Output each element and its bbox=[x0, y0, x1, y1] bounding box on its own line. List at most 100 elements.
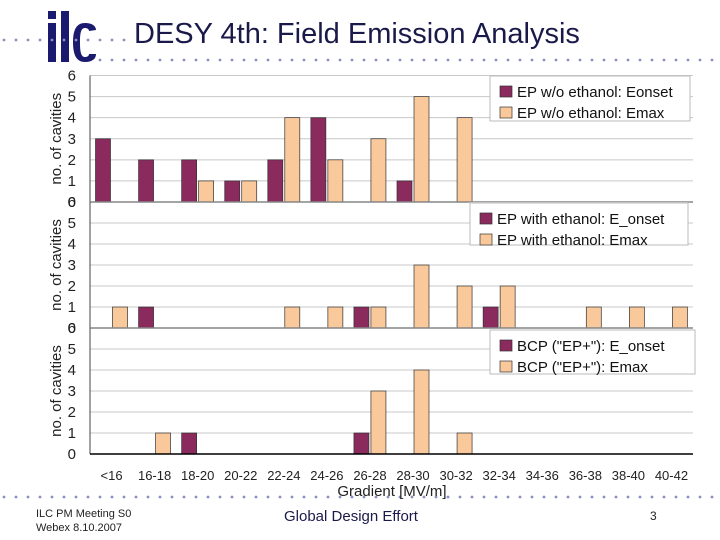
title-dot bbox=[110, 38, 114, 42]
footer-dot bbox=[254, 495, 258, 499]
title-dot bbox=[602, 58, 606, 62]
bar-max bbox=[112, 306, 128, 329]
bar-max bbox=[370, 138, 387, 203]
footer-dot bbox=[530, 495, 534, 499]
legend: EP w/o ethanol: Eonset EP w/o ethanol: Em… bbox=[489, 75, 691, 122]
x-tick-label: 40-42 bbox=[655, 468, 688, 483]
footer-dot bbox=[626, 495, 630, 499]
bar-max bbox=[413, 96, 430, 203]
footer-meeting: ILC PM Meeting S0 Webex 8.10.2007 bbox=[36, 507, 131, 535]
x-tick-label: 24-26 bbox=[310, 468, 343, 483]
title-dot bbox=[710, 58, 714, 62]
y-tick-label: 0 bbox=[68, 446, 76, 463]
footer-dot bbox=[14, 495, 18, 499]
x-tick-label: 34-36 bbox=[526, 468, 559, 483]
footer-dot bbox=[434, 495, 438, 499]
bar-max bbox=[413, 369, 430, 455]
footer-dot bbox=[566, 495, 570, 499]
title-dot bbox=[26, 38, 30, 42]
title-dot bbox=[530, 58, 534, 62]
legend-label: EP w/o ethanol: Eonset bbox=[517, 84, 673, 101]
title-dot bbox=[98, 58, 102, 62]
title-dot bbox=[542, 58, 546, 62]
title-dot bbox=[386, 58, 390, 62]
footer-dot bbox=[410, 495, 414, 499]
title-dot bbox=[578, 58, 582, 62]
footer-dot bbox=[506, 495, 510, 499]
footer-dot bbox=[494, 495, 498, 499]
title-dot bbox=[242, 58, 246, 62]
legend-swatch bbox=[479, 212, 493, 225]
y-tick-label: 5 bbox=[68, 89, 76, 106]
footer-dot bbox=[542, 495, 546, 499]
footer-dot bbox=[350, 495, 354, 499]
x-tick-label: 18-20 bbox=[181, 468, 214, 483]
y-tick-label: 4 bbox=[68, 110, 76, 127]
legend-swatch bbox=[499, 85, 513, 98]
y-axis-label: no. of cavities bbox=[48, 93, 65, 185]
bar-onset bbox=[353, 432, 370, 455]
bar-max bbox=[456, 285, 473, 329]
title-dot bbox=[506, 58, 510, 62]
footer-meeting-line1: ILC PM Meeting S0 bbox=[36, 508, 132, 520]
slide-title: DESY 4th: Field Emission Analysis bbox=[134, 18, 580, 50]
bar-onset bbox=[138, 159, 154, 203]
title-dot bbox=[230, 58, 234, 62]
legend-label: EP with ethanol: Emax bbox=[497, 232, 648, 249]
footer-dot bbox=[86, 495, 90, 499]
footer-dot bbox=[38, 495, 42, 499]
title-dot bbox=[566, 58, 570, 62]
footer-dot bbox=[482, 495, 486, 499]
footer-dot bbox=[698, 495, 702, 499]
title-dot bbox=[410, 58, 414, 62]
title-dot bbox=[182, 58, 186, 62]
bar-max bbox=[456, 117, 473, 203]
title-dot bbox=[482, 58, 486, 62]
title-dot bbox=[314, 58, 318, 62]
legend-swatch bbox=[499, 360, 513, 373]
footer-dot bbox=[710, 495, 714, 499]
y-tick-label: 6 bbox=[68, 68, 76, 85]
title-dot bbox=[206, 58, 210, 62]
title-dot bbox=[446, 58, 450, 62]
title-dot bbox=[590, 58, 594, 62]
chart-panel-3: 0 1 2 3 4 5 6no. of cavities BCP ("EP+"): E_ons… bbox=[48, 320, 696, 463]
page-number: 3 bbox=[650, 509, 657, 523]
title-dot bbox=[98, 38, 102, 42]
y-tick-label: 3 bbox=[68, 257, 76, 274]
y-axis-label: no. of cavities bbox=[48, 345, 65, 437]
footer-dot bbox=[242, 495, 246, 499]
title-dot bbox=[14, 38, 18, 42]
bar-max bbox=[585, 306, 602, 329]
legend-label: EP w/o ethanol: Emax bbox=[517, 105, 665, 122]
bar-onset bbox=[224, 180, 241, 203]
bar-max bbox=[284, 117, 301, 203]
x-tick-label: 28-30 bbox=[396, 468, 429, 483]
footer-dot bbox=[146, 495, 150, 499]
bar-max bbox=[198, 180, 214, 203]
title-dot bbox=[350, 58, 354, 62]
y-tick-label: 0 bbox=[68, 320, 76, 337]
footer-dot bbox=[218, 495, 222, 499]
footer-dot bbox=[98, 495, 102, 499]
bar-max bbox=[155, 432, 171, 455]
footer-dot bbox=[50, 495, 54, 499]
bar-max bbox=[456, 432, 473, 455]
title-dot bbox=[650, 58, 654, 62]
title-dot bbox=[74, 38, 78, 42]
y-tick-label: 3 bbox=[68, 131, 76, 148]
footer-dot bbox=[266, 495, 270, 499]
title-dot bbox=[674, 58, 678, 62]
x-tick-label: 38-40 bbox=[612, 468, 645, 483]
bar-max bbox=[370, 390, 387, 455]
footer-dot bbox=[446, 495, 450, 499]
footer-dot bbox=[662, 495, 666, 499]
footer-dot bbox=[290, 495, 294, 499]
x-tick-label: 26-28 bbox=[353, 468, 386, 483]
legend-swatch bbox=[499, 106, 513, 119]
y-tick-label: 4 bbox=[68, 362, 76, 379]
footer-dot bbox=[338, 495, 342, 499]
footer-gde: Global Design Effort bbox=[284, 508, 418, 525]
